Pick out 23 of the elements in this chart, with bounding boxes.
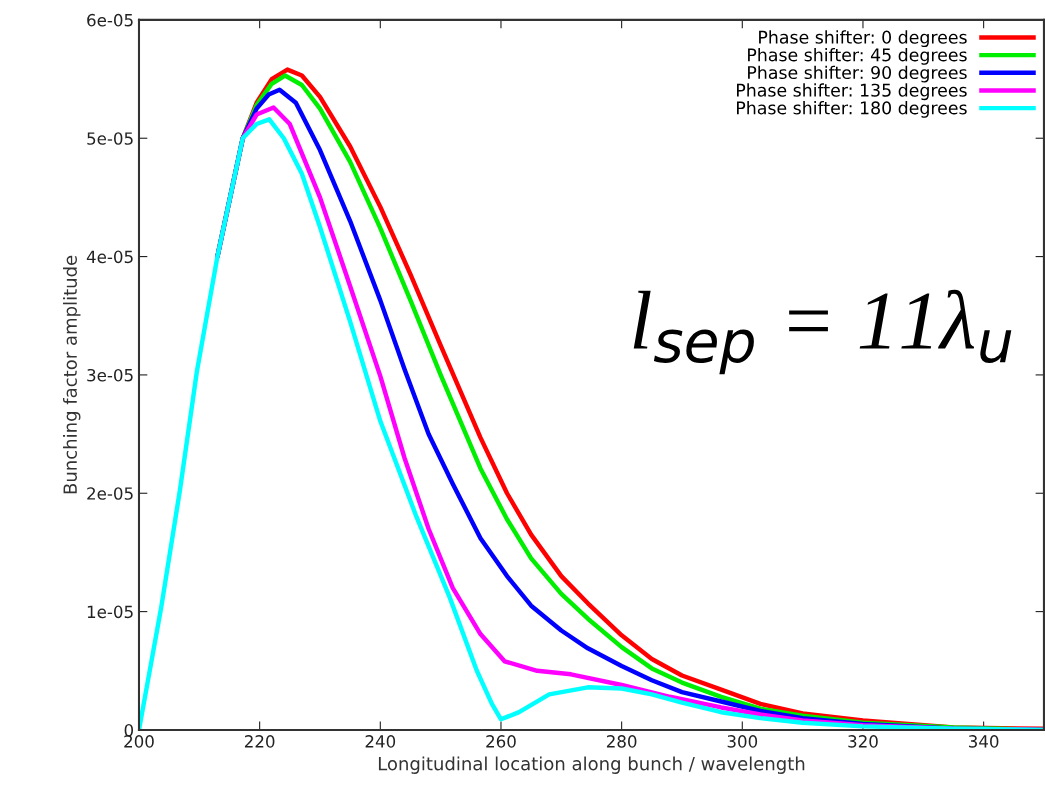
x-axis-title: Longitudinal location along bunch / wavelength <box>378 756 805 774</box>
y-tick-label: 2e-05 <box>87 487 133 500</box>
x-tick-label: 260 <box>486 735 516 748</box>
y-tick-label: 0 <box>124 723 134 737</box>
legend-label: Phase shifter: 180 degrees <box>737 101 967 118</box>
x-tick-label: 200 <box>124 735 154 748</box>
annotation: l$_{sep}$ = 11λ$_{u}$ <box>633 289 1012 375</box>
legend-label: Phase shifter: 90 degrees <box>748 65 967 83</box>
y-tick-label: 4e-05 <box>86 250 133 264</box>
y-tick-label: 1e-05 <box>87 605 133 619</box>
x-tick-label: 300 <box>727 735 758 748</box>
y-tick-label: 6e-05 <box>87 13 133 27</box>
x-tick-label: 280 <box>606 735 637 748</box>
y-axis-title: Bunching factor amplitude <box>63 255 81 494</box>
x-tick-label: 320 <box>848 735 878 748</box>
x-tick-label: 240 <box>365 735 396 748</box>
x-tick-label: 340 <box>968 735 999 748</box>
y-tick-label: 5e-05 <box>87 132 133 145</box>
x-tick-label: 220 <box>244 735 275 748</box>
legend-label: Phase shifter: 135 degrees <box>737 83 967 101</box>
legend-label: Phase shifter: 45 degrees <box>748 47 967 65</box>
legend-label: Phase shifter: 0 degrees <box>759 30 967 48</box>
y-tick-label: 3e-05 <box>87 368 133 382</box>
